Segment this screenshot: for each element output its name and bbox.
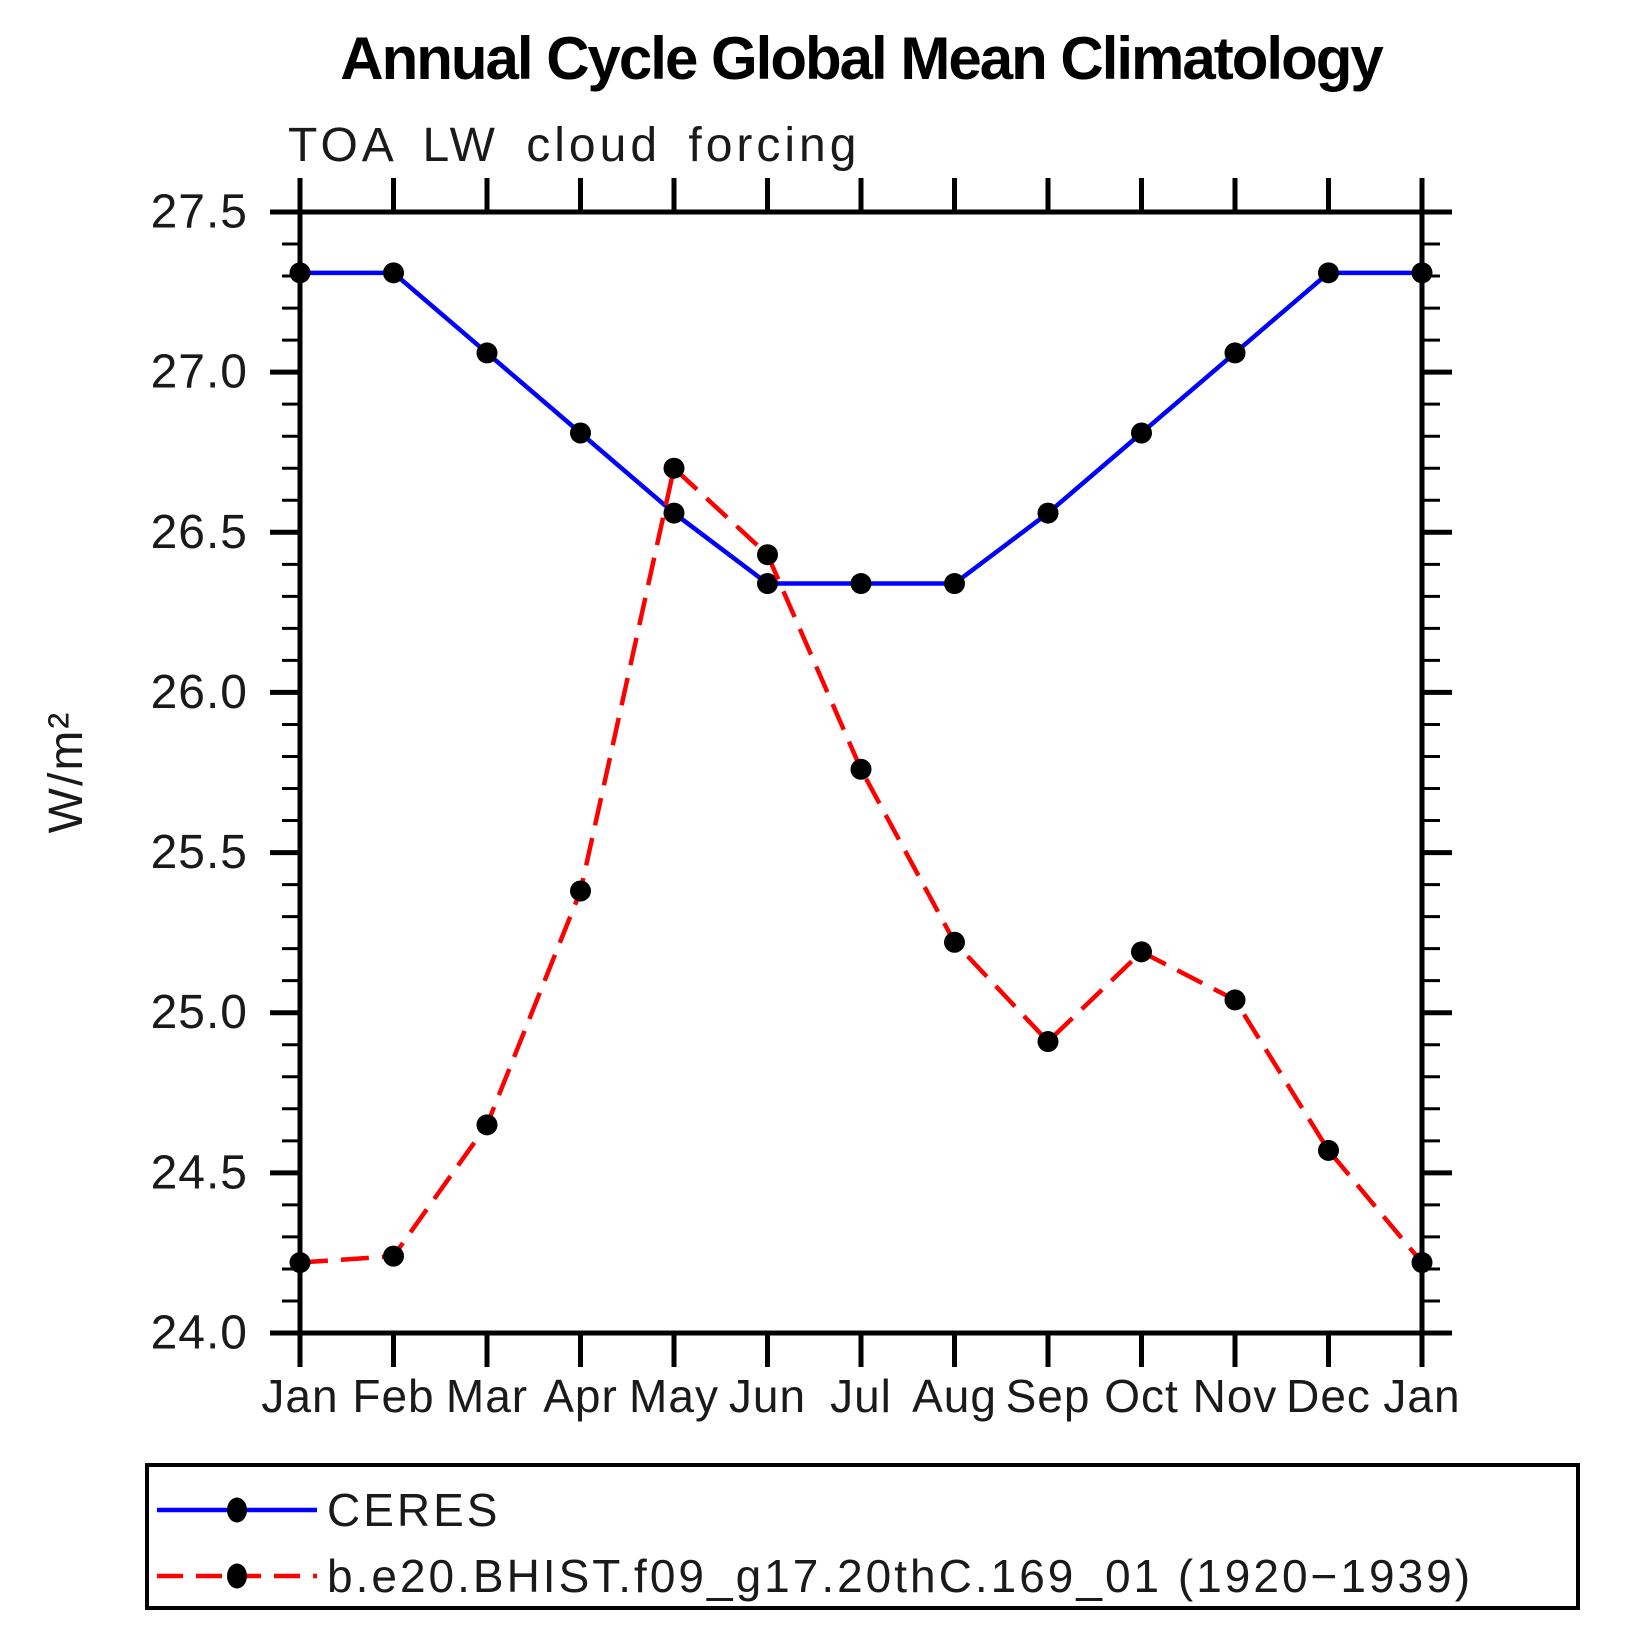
x-tick-label: Oct [1104, 1370, 1179, 1422]
marker-model-7 [944, 931, 965, 953]
marker-ceres-2 [476, 342, 498, 364]
x-tick-label: May [629, 1370, 719, 1422]
series-line-ceres [300, 270, 1422, 586]
marker-model-2 [476, 1114, 498, 1136]
x-tick-label: Jul [830, 1370, 892, 1422]
y-tick-label: 25.5 [151, 826, 248, 879]
x-tick-label: Jun [729, 1370, 806, 1422]
marker-ceres-11 [1318, 262, 1339, 284]
y-tick-label: 27.0 [151, 346, 248, 399]
marker-model-12 [1411, 1252, 1433, 1274]
marker-model-9 [1131, 941, 1152, 963]
y-tick-label: 26.5 [151, 506, 248, 559]
x-tick-label: Jan [261, 1370, 338, 1422]
y-tick-label: 26.0 [151, 666, 248, 719]
chart-subtitle: TOA LW cloud forcing [288, 119, 861, 172]
legend-label-ceres: CERES [327, 1484, 501, 1536]
marker-ceres-1 [383, 262, 404, 284]
marker-ceres-3 [570, 422, 591, 444]
marker-ceres-10 [1224, 342, 1246, 364]
chart-title: Annual Cycle Global Mean Climatology [340, 25, 1384, 92]
x-tick-label: Aug [912, 1370, 997, 1422]
y-axis-label: W/m² [40, 711, 93, 834]
x-tick-label: Nov [1193, 1370, 1278, 1422]
legend-item-model: b.e20.BHIST.f09_g17.20thC.169_01 (1920−1… [155, 1549, 1473, 1603]
marker-model-11 [1318, 1139, 1339, 1161]
x-tick-label: Feb [352, 1370, 434, 1422]
marker-ceres-8 [1037, 502, 1059, 524]
marker-model-8 [1037, 1031, 1059, 1053]
marker-model-5 [757, 544, 778, 566]
y-tick-label: 24.5 [151, 1146, 248, 1199]
x-tick-label: Apr [543, 1370, 618, 1422]
marker-model-6 [850, 758, 872, 780]
marker-model-3 [570, 880, 591, 902]
legend-label-model: b.e20.BHIST.f09_g17.20thC.169_01 (1920−1… [327, 1550, 1474, 1602]
marker-ceres-12 [1411, 262, 1433, 284]
marker-model-10 [1224, 989, 1246, 1011]
marker-ceres-6 [850, 573, 872, 595]
marker-model-4 [663, 457, 685, 479]
legend: CERES b.e20.BHIST.f09_g17.20thC.169_01 (… [145, 1463, 1580, 1610]
y-tick-label: 27.5 [151, 186, 248, 239]
x-tick-label: Mar [446, 1370, 528, 1422]
marker-model-1 [383, 1245, 404, 1267]
marker-ceres-7 [944, 573, 965, 595]
marker-ceres-0 [289, 262, 311, 284]
marker-ceres-4 [663, 502, 685, 524]
legend-item-ceres: CERES [155, 1483, 500, 1537]
ceres-swatch-marker-icon [227, 1497, 247, 1523]
marker-ceres-9 [1131, 422, 1152, 444]
marker-ceres-5 [757, 573, 778, 595]
x-tick-label: Dec [1286, 1370, 1371, 1422]
x-tick-label: Jan [1383, 1370, 1460, 1422]
y-tick-label: 25.0 [151, 986, 248, 1039]
y-tick-label: 24.0 [151, 1307, 248, 1360]
marker-model-0 [289, 1252, 311, 1274]
x-tick-label: Sep [1006, 1370, 1091, 1422]
ceres-line-swatch [157, 1497, 317, 1523]
model-line-swatch [157, 1563, 317, 1589]
model-swatch-marker-icon [227, 1563, 247, 1589]
